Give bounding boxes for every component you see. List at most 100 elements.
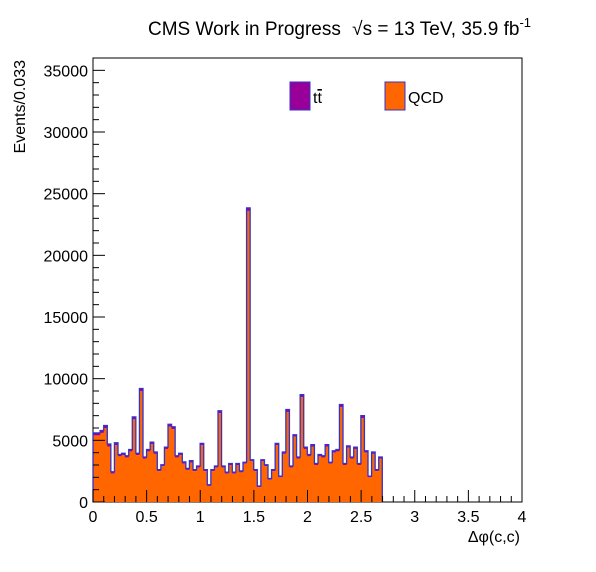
bar-ttbar <box>189 460 194 463</box>
bar-ttbar <box>164 447 169 449</box>
bar-qcd <box>160 466 165 502</box>
bar-qcd <box>253 471 258 502</box>
bar-qcd <box>210 471 215 502</box>
bar-ttbar <box>339 404 344 408</box>
bar-qcd <box>139 391 144 502</box>
bar-qcd <box>250 461 255 502</box>
bar-ttbar <box>142 456 147 459</box>
bar-qcd <box>260 461 265 502</box>
bar-qcd <box>192 471 197 502</box>
x-tick-label: 0 <box>89 509 98 526</box>
bar-qcd <box>353 448 358 502</box>
bar-qcd <box>207 485 212 502</box>
bar-ttbar <box>225 472 230 474</box>
bar-qcd <box>278 477 283 502</box>
histogram-bars <box>92 207 383 502</box>
bar-qcd <box>314 465 319 502</box>
bar-qcd <box>267 479 272 502</box>
bar-ttbar <box>271 469 276 472</box>
bar-ttbar <box>107 444 112 447</box>
bar-ttbar <box>175 455 180 458</box>
y-tick-label: 35000 <box>44 63 89 80</box>
bar-qcd <box>310 446 315 502</box>
bar-ttbar <box>310 444 315 447</box>
bar-ttbar <box>328 462 333 464</box>
bar-ttbar <box>253 469 258 472</box>
bar-ttbar <box>242 462 247 464</box>
bar-qcd <box>303 448 308 502</box>
bar-qcd <box>378 458 383 502</box>
y-tick-label: 30000 <box>44 125 89 142</box>
y-tick-label: 0 <box>79 495 88 512</box>
bar-ttbar <box>357 463 362 465</box>
bar-qcd <box>282 453 287 502</box>
x-tick-label: 1.5 <box>243 509 265 526</box>
bar-ttbar <box>300 394 305 398</box>
bar-qcd <box>128 451 133 502</box>
bar-qcd <box>328 463 333 502</box>
bar-ttbar <box>160 464 165 467</box>
bar-ttbar <box>110 471 115 474</box>
experiment-label: CMS Work in Progress <box>148 19 341 40</box>
bar-ttbar <box>192 469 197 472</box>
bar-qcd <box>300 397 305 502</box>
legend-label-ttbar: tt <box>313 90 322 107</box>
bar-qcd <box>221 467 226 502</box>
bar-ttbar <box>335 449 340 452</box>
bar-ttbar <box>228 463 233 465</box>
bar-ttbar <box>332 450 337 453</box>
bar-ttbar <box>342 463 347 465</box>
bar-ttbar <box>178 453 183 456</box>
legend-swatch-ttbar <box>289 81 311 111</box>
bar-qcd <box>100 432 105 502</box>
bar-qcd <box>175 457 180 502</box>
bar-ttbar <box>250 459 255 462</box>
bar-qcd <box>103 428 108 502</box>
bar-qcd <box>367 477 372 502</box>
bar-qcd <box>114 445 119 502</box>
bar-qcd <box>121 455 126 502</box>
bar-qcd <box>217 413 222 502</box>
bar-ttbar <box>296 456 301 459</box>
bar-ttbar <box>139 388 144 391</box>
bar-qcd <box>228 465 233 502</box>
bar-ttbar <box>314 463 319 465</box>
bar-qcd <box>239 472 244 502</box>
bar-qcd <box>142 458 147 502</box>
bar-ttbar <box>150 442 155 445</box>
bar-ttbar <box>346 445 351 448</box>
y-tick-label: 15000 <box>44 310 89 327</box>
bar-ttbar <box>96 432 101 436</box>
bar-qcd <box>200 445 205 502</box>
bar-qcd <box>242 463 247 502</box>
bar-ttbar <box>153 452 158 454</box>
bar-ttbar <box>121 453 126 456</box>
bar-ttbar <box>128 449 133 452</box>
bar-qcd <box>196 467 201 502</box>
bar-qcd <box>264 466 269 502</box>
bar-ttbar <box>360 415 365 419</box>
bar-ttbar <box>182 461 187 464</box>
y-tick-label: 20000 <box>44 248 89 265</box>
bar-ttbar <box>167 424 172 427</box>
bar-ttbar <box>217 410 222 414</box>
bar-ttbar <box>364 450 369 453</box>
bar-ttbar <box>185 468 190 470</box>
bar-qcd <box>107 446 112 502</box>
bar-qcd <box>214 467 219 502</box>
bar-ttbar <box>132 416 137 420</box>
bar-ttbar <box>282 452 287 454</box>
bar-qcd <box>235 465 240 502</box>
bar-ttbar <box>203 469 208 472</box>
bar-ttbar <box>350 456 355 459</box>
bar-ttbar <box>246 207 251 211</box>
bar-qcd <box>371 453 376 502</box>
x-tick-label: 2.5 <box>350 509 372 526</box>
y-axis-title: Events/0.033 <box>12 60 29 154</box>
x-tick-label: 3.5 <box>457 509 479 526</box>
bar-ttbar <box>371 452 376 454</box>
bar-qcd <box>189 462 194 502</box>
bar-ttbar <box>321 455 326 458</box>
sqrt-s-label: s <box>363 19 373 40</box>
bar-qcd <box>321 457 326 502</box>
